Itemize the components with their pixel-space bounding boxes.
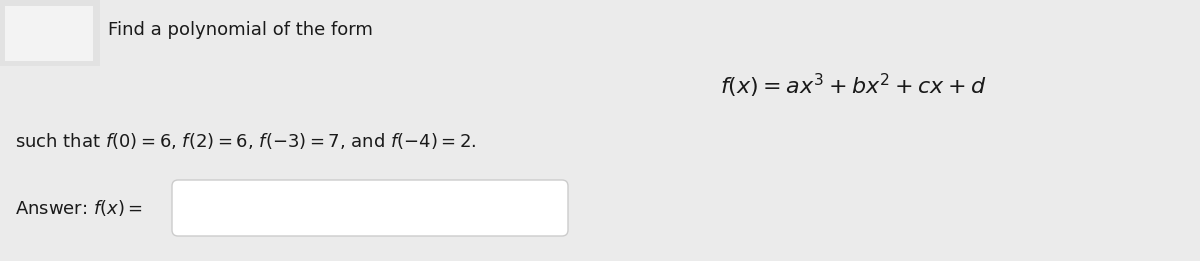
- Text: Answer: $f(x) =$: Answer: $f(x) =$: [14, 198, 143, 218]
- Text: Find a polynomial of the form: Find a polynomial of the form: [108, 21, 373, 39]
- FancyBboxPatch shape: [0, 0, 100, 66]
- FancyBboxPatch shape: [5, 6, 94, 61]
- FancyBboxPatch shape: [172, 180, 568, 236]
- Text: $f(x) = ax^3 + bx^2 + cx + d$: $f(x) = ax^3 + bx^2 + cx + d$: [720, 72, 986, 100]
- Text: such that $f(0) = 6$, $f(2) = 6$, $f(-3) = 7$, and $f(-4) = 2$.: such that $f(0) = 6$, $f(2) = 6$, $f(-3)…: [14, 131, 476, 151]
